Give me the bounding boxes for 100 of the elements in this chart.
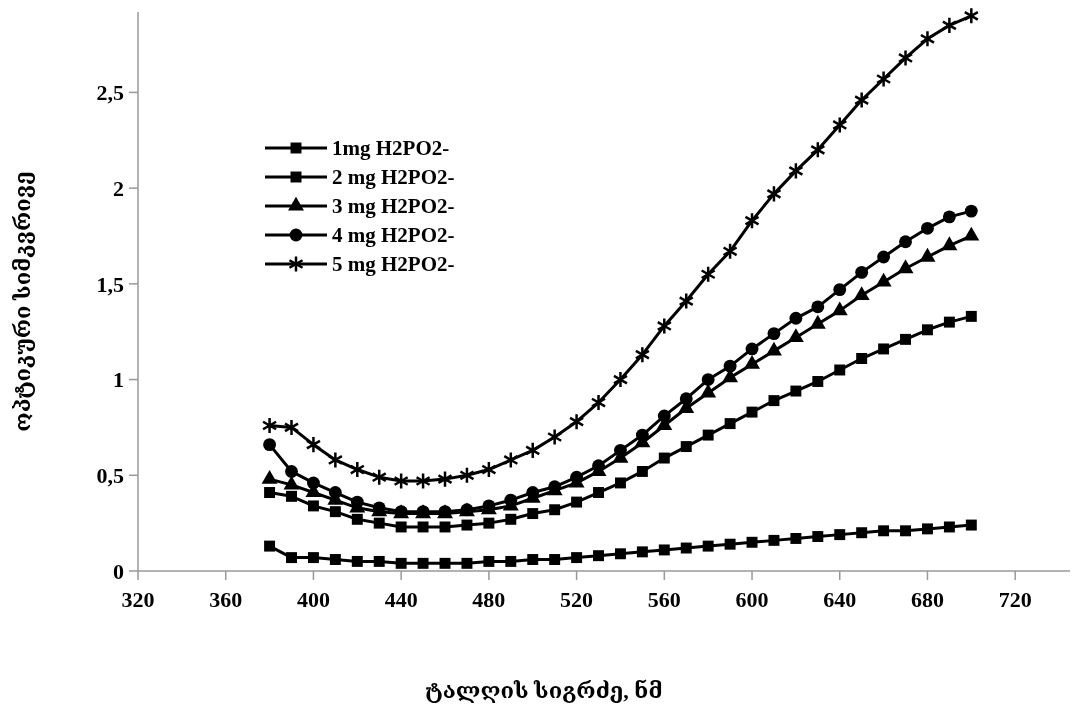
point [919, 30, 936, 48]
point [635, 428, 649, 442]
point [701, 373, 715, 386]
y-tick-label: 0,5 [96, 462, 124, 488]
x-tick-label: 720 [998, 587, 1032, 612]
point [526, 486, 540, 499]
point [878, 343, 890, 355]
point [724, 418, 736, 430]
point [875, 70, 892, 88]
point [853, 91, 870, 109]
point [483, 517, 495, 529]
point [700, 265, 716, 284]
point [812, 376, 824, 387]
x-tick-label: 680 [910, 587, 944, 612]
point [264, 540, 276, 552]
point [373, 517, 385, 529]
point [963, 7, 980, 25]
point [481, 460, 497, 479]
x-tick-label: 320 [121, 587, 155, 612]
point [810, 141, 826, 159]
point [461, 557, 473, 569]
y-tick-label: 2 [113, 175, 124, 201]
point [767, 327, 781, 341]
x-tick-label: 560 [647, 587, 681, 612]
point [723, 359, 737, 373]
point [965, 519, 977, 531]
x-axis-title: ტალღის სიგრძე, ნმ [425, 678, 663, 703]
point [834, 364, 846, 376]
point [941, 236, 958, 251]
point [437, 470, 453, 488]
point [812, 531, 824, 543]
point [656, 317, 673, 335]
point [439, 557, 451, 569]
point [417, 557, 429, 569]
point [636, 465, 648, 477]
point [921, 324, 933, 336]
point [614, 477, 626, 489]
point [571, 552, 583, 564]
point [702, 429, 714, 441]
point [744, 211, 760, 230]
legend-label: 4 mg H2PO2- [332, 223, 455, 248]
point [943, 316, 955, 328]
point [790, 532, 802, 544]
point [395, 557, 407, 569]
point [921, 523, 933, 535]
point [877, 250, 891, 264]
point [439, 521, 451, 533]
point [590, 393, 607, 412]
point [897, 49, 914, 67]
point [855, 265, 869, 279]
point [524, 441, 541, 460]
point [941, 16, 958, 35]
point [546, 428, 563, 446]
point [964, 204, 978, 218]
point [878, 525, 890, 537]
point [724, 538, 736, 550]
point [351, 513, 363, 525]
point [657, 409, 671, 423]
point [899, 235, 912, 249]
point [787, 328, 804, 343]
point [373, 555, 385, 567]
point [856, 353, 868, 364]
point [678, 292, 695, 310]
point [788, 162, 804, 180]
point [417, 521, 429, 533]
point [614, 548, 626, 560]
point [483, 555, 495, 567]
point [768, 534, 780, 546]
point [834, 529, 846, 541]
point [327, 451, 344, 469]
point [897, 259, 914, 274]
point [286, 552, 297, 564]
x-tick-label: 360 [209, 587, 243, 612]
point [349, 460, 366, 479]
point [350, 495, 364, 509]
point [307, 500, 319, 512]
point [549, 554, 561, 565]
point [679, 392, 693, 406]
x-tick-label: 640 [823, 587, 857, 612]
point [527, 508, 539, 520]
point [722, 242, 738, 261]
point [658, 452, 670, 464]
y-axis-title: ოპტიკური სიმკვრივე [10, 171, 35, 432]
point [593, 550, 604, 562]
point [900, 525, 912, 537]
point [329, 554, 341, 565]
point [702, 540, 714, 552]
point [263, 438, 277, 452]
point [459, 466, 475, 485]
point [505, 513, 517, 525]
point [634, 345, 651, 364]
point [285, 465, 298, 478]
legend-label: 2 mg H2PO2- [332, 165, 455, 190]
y-tick-label: 0 [113, 558, 124, 584]
point [746, 406, 758, 418]
point [503, 451, 519, 469]
point [549, 504, 561, 516]
point [283, 418, 300, 437]
point [393, 472, 409, 490]
point [833, 283, 847, 297]
